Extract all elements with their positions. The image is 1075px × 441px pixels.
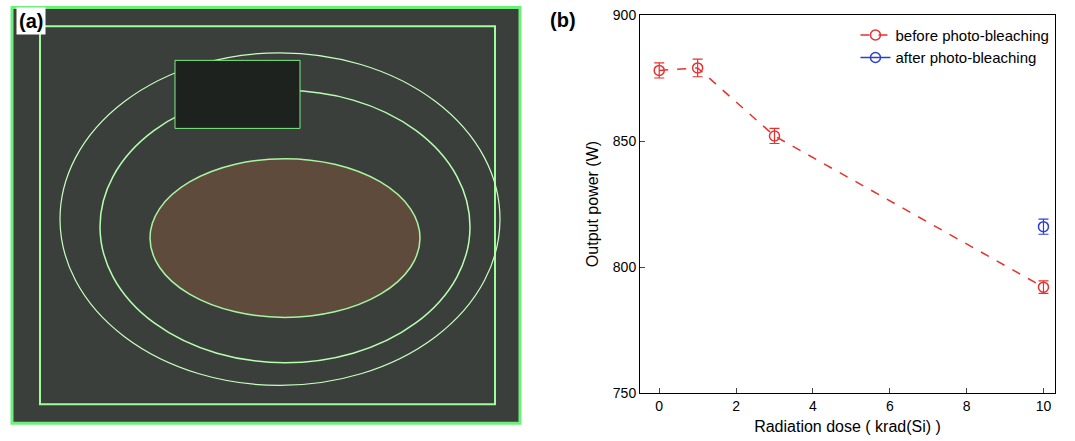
svg-text:850: 850 bbox=[613, 133, 637, 149]
svg-text:(b): (b) bbox=[550, 9, 576, 31]
svg-text:(a): (a) bbox=[19, 10, 43, 32]
svg-text:before photo-bleaching: before photo-bleaching bbox=[895, 27, 1048, 44]
svg-text:4: 4 bbox=[809, 398, 817, 414]
svg-text:800: 800 bbox=[613, 259, 637, 275]
svg-text:10: 10 bbox=[1036, 398, 1052, 414]
svg-text:8: 8 bbox=[963, 398, 971, 414]
svg-text:Radiation dose ( krad(Si) ): Radiation dose ( krad(Si) ) bbox=[754, 418, 941, 435]
svg-text:Output power (W): Output power (W) bbox=[584, 141, 601, 267]
svg-text:750: 750 bbox=[613, 385, 637, 401]
svg-text:0: 0 bbox=[655, 398, 663, 414]
svg-text:after photo-bleaching: after photo-bleaching bbox=[895, 49, 1036, 66]
svg-text:900: 900 bbox=[613, 7, 637, 23]
svg-text:6: 6 bbox=[886, 398, 894, 414]
svg-text:2: 2 bbox=[732, 398, 740, 414]
